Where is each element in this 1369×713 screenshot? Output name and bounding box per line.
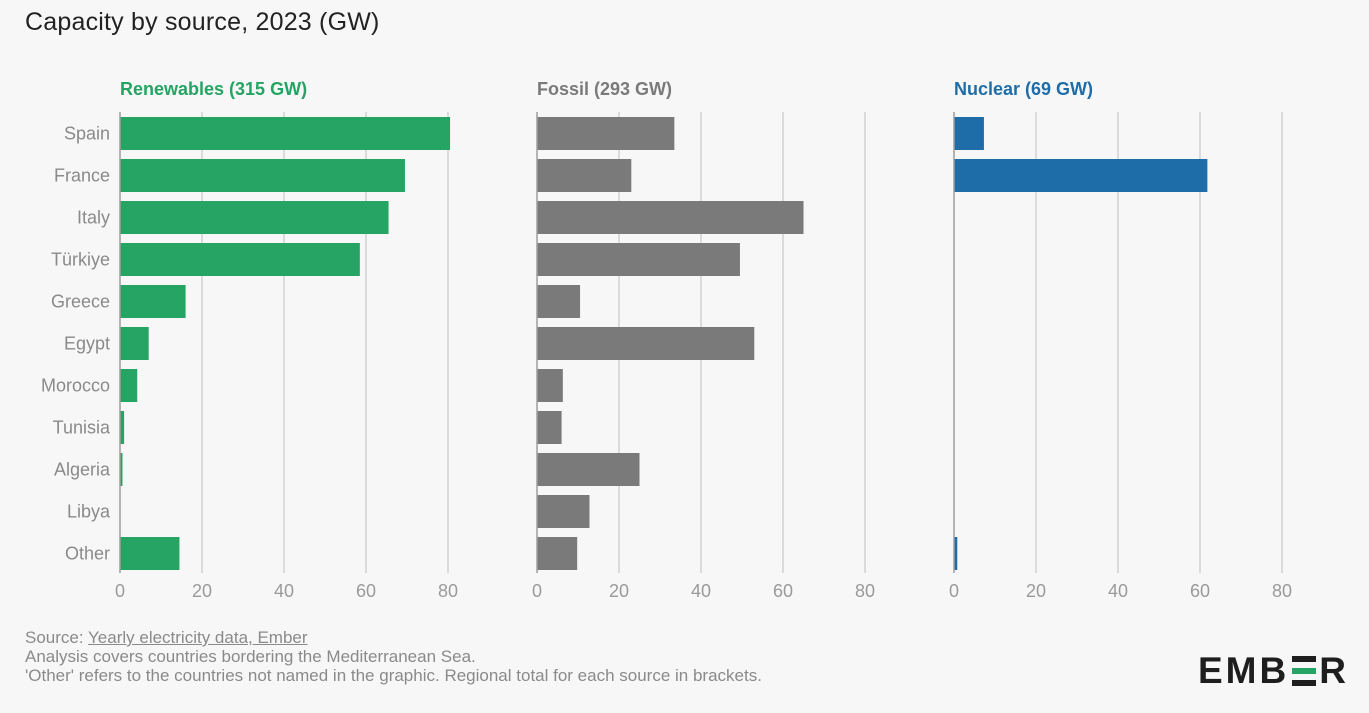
footer-note-coverage: Analysis covers countries bordering the … xyxy=(25,647,476,666)
renewables-tick-label-60: 60 xyxy=(356,581,376,601)
category-label-morocco: Morocco xyxy=(41,376,110,396)
renewables-bar-greece xyxy=(120,285,186,318)
nuclear-tick-label-60: 60 xyxy=(1190,581,1210,601)
logo-text-left: EMB xyxy=(1198,650,1290,691)
renewables-bar-algeria xyxy=(120,453,123,486)
nuclear-series-header: Nuclear (69 GW) xyxy=(954,79,1093,99)
category-label-other: Other xyxy=(65,544,110,564)
nuclear-tick-label-20: 20 xyxy=(1026,581,1046,601)
category-label-algeria: Algeria xyxy=(54,460,111,480)
renewables-tick-label-0: 0 xyxy=(115,581,125,601)
renewables-bar-spain xyxy=(120,117,451,150)
category-label-italy: Italy xyxy=(77,208,110,228)
source-prefix: Source: xyxy=(25,628,89,647)
renewables-bar-tunisia xyxy=(120,411,125,444)
category-label-egypt: Egypt xyxy=(64,334,110,354)
renewables-bar-t-rkiye xyxy=(120,243,360,276)
source-link[interactable]: Yearly electricity data, Ember xyxy=(88,628,308,647)
fossil-bar-algeria xyxy=(537,453,640,486)
fossil-bar-morocco xyxy=(537,369,563,402)
renewables-tick-label-20: 20 xyxy=(192,581,212,601)
logo-e-mark-icon xyxy=(1292,656,1317,686)
category-label-tunisia: Tunisia xyxy=(53,418,111,438)
fossil-series-header: Fossil (293 GW) xyxy=(537,79,672,99)
footer: Source: Yearly electricity data, Ember A… xyxy=(25,628,762,685)
category-label-libya: Libya xyxy=(67,502,111,522)
chart-title: Capacity by source, 2023 (GW) xyxy=(25,8,380,36)
fossil-tick-label-20: 20 xyxy=(609,581,629,601)
renewables-series-header: Renewables (315 GW) xyxy=(120,79,307,99)
source-line: Source: Yearly electricity data, Ember xyxy=(25,628,762,647)
fossil-tick-label-0: 0 xyxy=(532,581,542,601)
nuclear-tick-label-40: 40 xyxy=(1108,581,1128,601)
renewables-bar-egypt xyxy=(120,327,149,360)
fossil-tick-label-80: 80 xyxy=(855,581,875,601)
renewables-bar-other xyxy=(120,537,180,570)
renewables-tick-label-80: 80 xyxy=(438,581,458,601)
fossil-tick-label-60: 60 xyxy=(773,581,793,601)
category-label-greece: Greece xyxy=(51,292,110,312)
renewables-bar-italy xyxy=(120,201,389,234)
renewables-bar-morocco xyxy=(120,369,138,402)
fossil-tick-label-40: 40 xyxy=(691,581,711,601)
fossil-bar-libya xyxy=(537,495,590,528)
fossil-bar-france xyxy=(537,159,632,192)
nuclear-bar-france xyxy=(954,159,1208,192)
footer-note-other: 'Other' refers to the countries not name… xyxy=(25,666,762,685)
fossil-bar-t-rkiye xyxy=(537,243,740,276)
renewables-bar-france xyxy=(120,159,405,192)
fossil-bar-greece xyxy=(537,285,581,318)
ember-logo: EMB R xyxy=(1198,650,1349,692)
category-label-france: France xyxy=(54,166,110,186)
fossil-bar-other xyxy=(537,537,578,570)
nuclear-bar-spain xyxy=(954,117,984,150)
fossil-bar-egypt xyxy=(537,327,755,360)
nuclear-tick-label-0: 0 xyxy=(949,581,959,601)
renewables-tick-label-40: 40 xyxy=(274,581,294,601)
nuclear-tick-label-80: 80 xyxy=(1272,581,1292,601)
fossil-bar-tunisia xyxy=(537,411,562,444)
logo-text-right: R xyxy=(1319,650,1349,691)
category-label-spain: Spain xyxy=(64,124,110,144)
nuclear-bar-other xyxy=(954,537,958,570)
category-label-t-rkiye: Türkiye xyxy=(51,250,110,270)
fossil-bar-italy xyxy=(537,201,804,234)
fossil-bar-spain xyxy=(537,117,675,150)
